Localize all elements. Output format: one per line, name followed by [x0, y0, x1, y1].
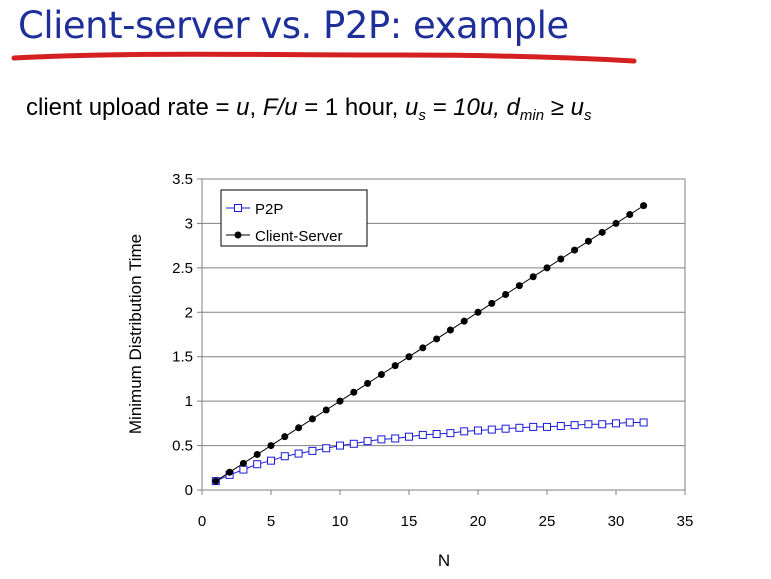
data-point-client-server-3: [239, 459, 247, 467]
data-point-client-server-12: [364, 379, 372, 387]
data-point-client-server-19: [460, 317, 468, 325]
data-point-p2p-15: [405, 432, 413, 441]
data-point-client-server-21: [488, 299, 496, 307]
data-point-client-server-9: [322, 406, 330, 414]
legend-label-client-server: Client-Server: [255, 228, 343, 245]
data-point-p2p-23: [515, 423, 524, 432]
series-p2p: [211, 418, 648, 486]
data-point-client-server-1: [212, 477, 220, 485]
data-point-client-server-29: [598, 228, 606, 236]
data-point-client-server-26: [557, 255, 565, 263]
series-line-p2p: [215, 422, 644, 482]
data-point-client-server-22: [502, 291, 510, 299]
data-point-p2p-27: [570, 421, 579, 430]
y-axis-label: Minimum Distribution Time: [126, 234, 145, 434]
data-point-p2p-9: [322, 444, 331, 453]
y-tick-label-2: 1: [185, 393, 193, 410]
data-point-client-server-17: [433, 335, 441, 343]
y-tick-label-4: 2: [185, 304, 193, 321]
data-point-p2p-24: [529, 422, 538, 431]
data-point-p2p-5: [267, 456, 275, 465]
legend-label-p2p: P2P: [255, 201, 283, 218]
data-point-client-server-23: [515, 282, 523, 290]
data-point-client-server-7: [295, 424, 303, 432]
data-point-client-server-18: [446, 326, 454, 334]
y-tick-label-5: 2.5: [172, 260, 193, 277]
x-tick-label-6: 30: [608, 513, 625, 530]
data-point-p2p-25: [543, 422, 551, 431]
data-point-client-server-2: [226, 468, 234, 476]
data-point-p2p-14: [391, 434, 400, 443]
slide-title: Client-server vs. P2P: example: [18, 4, 569, 47]
data-point-p2p-11: [349, 439, 358, 448]
slide-subtitle: client upload rate = u, F/u = 1 hour, us…: [26, 94, 592, 124]
data-point-client-server-5: [267, 442, 275, 450]
legend-marker-client-server: [234, 231, 242, 239]
data-point-client-server-6: [281, 433, 289, 441]
series: [211, 202, 648, 486]
data-point-p2p-17: [432, 430, 441, 439]
x-tick-label-0: 0: [198, 513, 206, 530]
plot-area-border: [201, 178, 686, 491]
data-point-client-server-30: [612, 219, 620, 227]
data-point-p2p-10: [336, 441, 344, 450]
data-point-client-server-16: [419, 344, 427, 352]
data-point-p2p-6: [280, 452, 289, 461]
data-point-client-server-25: [543, 264, 551, 272]
data-point-p2p-3: [239, 465, 248, 474]
data-point-client-server-27: [571, 246, 579, 254]
data-point-p2p-16: [418, 430, 427, 439]
data-point-p2p-18: [446, 429, 455, 438]
data-point-client-server-20: [474, 308, 482, 316]
data-point-p2p-20: [474, 426, 482, 435]
legend-marker-p2p: [234, 204, 242, 212]
data-point-p2p-7: [294, 449, 303, 458]
x-axis-label: N: [438, 551, 450, 570]
data-point-client-server-15: [405, 353, 413, 361]
y-tick-label-7: 3.5: [172, 171, 193, 188]
data-point-p2p-8: [308, 446, 317, 455]
data-point-p2p-4: [253, 460, 262, 469]
data-point-p2p-13: [377, 435, 386, 444]
y-tick-label-3: 1.5: [172, 349, 193, 366]
series-line-client-server: [215, 205, 644, 482]
chart-legend: P2P Client-Server: [220, 189, 368, 247]
x-tick-label-5: 25: [539, 513, 556, 530]
y-tick-label-1: 0.5: [172, 438, 193, 455]
x-tick-label-2: 10: [332, 513, 349, 530]
data-point-client-server-24: [529, 273, 537, 281]
x-tick-label-3: 15: [401, 513, 418, 530]
data-point-p2p-26: [556, 422, 565, 431]
data-point-p2p-30: [612, 419, 620, 428]
data-point-client-server-31: [626, 211, 634, 219]
x-axis-ticks: 0 5 10 15 20 25 30 35: [198, 490, 694, 530]
data-point-client-server-28: [584, 237, 592, 245]
data-point-p2p-12: [363, 437, 372, 446]
data-point-p2p-21: [487, 425, 496, 434]
data-point-client-server-8: [308, 415, 316, 423]
data-point-client-server-14: [391, 362, 399, 370]
data-point-p2p-29: [598, 420, 607, 429]
data-point-p2p-19: [460, 427, 469, 436]
title-underline: [11, 51, 637, 64]
y-tick-label-6: 3: [185, 215, 193, 232]
data-point-client-server-11: [350, 388, 358, 396]
data-point-p2p-28: [584, 420, 593, 429]
data-point-client-server-10: [336, 397, 344, 405]
y-axis-ticks: 0 0.5 1 1.5 2 2.5 3 3.5: [172, 171, 202, 499]
x-tick-label-7: 35: [677, 513, 694, 530]
legend-box: [220, 189, 368, 247]
data-point-p2p-22: [501, 424, 510, 433]
data-point-p2p-32: [639, 418, 648, 427]
series-client-server: [212, 202, 648, 485]
data-point-client-server-13: [377, 370, 385, 378]
data-point-client-server-32: [640, 202, 648, 210]
data-point-p2p-31: [625, 418, 634, 427]
y-tick-label-0: 0: [185, 482, 193, 499]
data-point-client-server-4: [253, 450, 261, 458]
x-tick-label-4: 20: [470, 513, 487, 530]
x-tick-label-1: 5: [267, 513, 275, 530]
